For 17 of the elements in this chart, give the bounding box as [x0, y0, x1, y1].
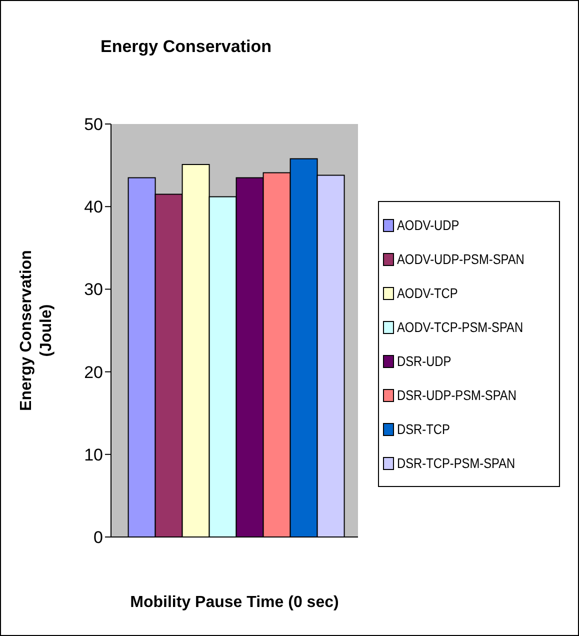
y-tick-label: 0: [94, 528, 103, 548]
legend-label: DSR-TCP: [397, 421, 450, 437]
y-tick-label: 50: [84, 115, 103, 134]
legend-label: DSR-UDP: [397, 353, 452, 369]
legend-label: DSR-TCP-PSM-SPAN: [397, 455, 516, 471]
y-tick-label: 30: [84, 280, 103, 300]
y-tick-label: 40: [84, 198, 103, 217]
legend-label: DSR-UDP-PSM-SPAN: [397, 387, 516, 403]
legend-label: AODV-TCP: [397, 285, 458, 301]
x-axis-title: Mobility Pause Time (0 sec): [130, 594, 339, 611]
chart-title: Energy Conservation: [100, 37, 272, 57]
y-tick-label: 20: [84, 362, 103, 382]
legend-label: AODV-UDP-PSM-SPAN: [397, 251, 524, 267]
legend-label: AODV-UDP: [397, 217, 460, 233]
legend-label: AODV-TCP-PSM-SPAN: [397, 319, 524, 335]
y-tick-label: 10: [84, 445, 103, 464]
y-axis-title: Energy Conservation (Joule): [18, 250, 55, 411]
